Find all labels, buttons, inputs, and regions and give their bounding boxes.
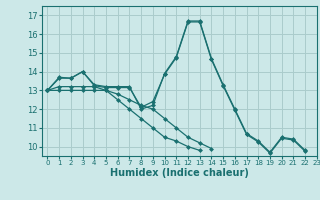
X-axis label: Humidex (Indice chaleur): Humidex (Indice chaleur)	[110, 168, 249, 178]
